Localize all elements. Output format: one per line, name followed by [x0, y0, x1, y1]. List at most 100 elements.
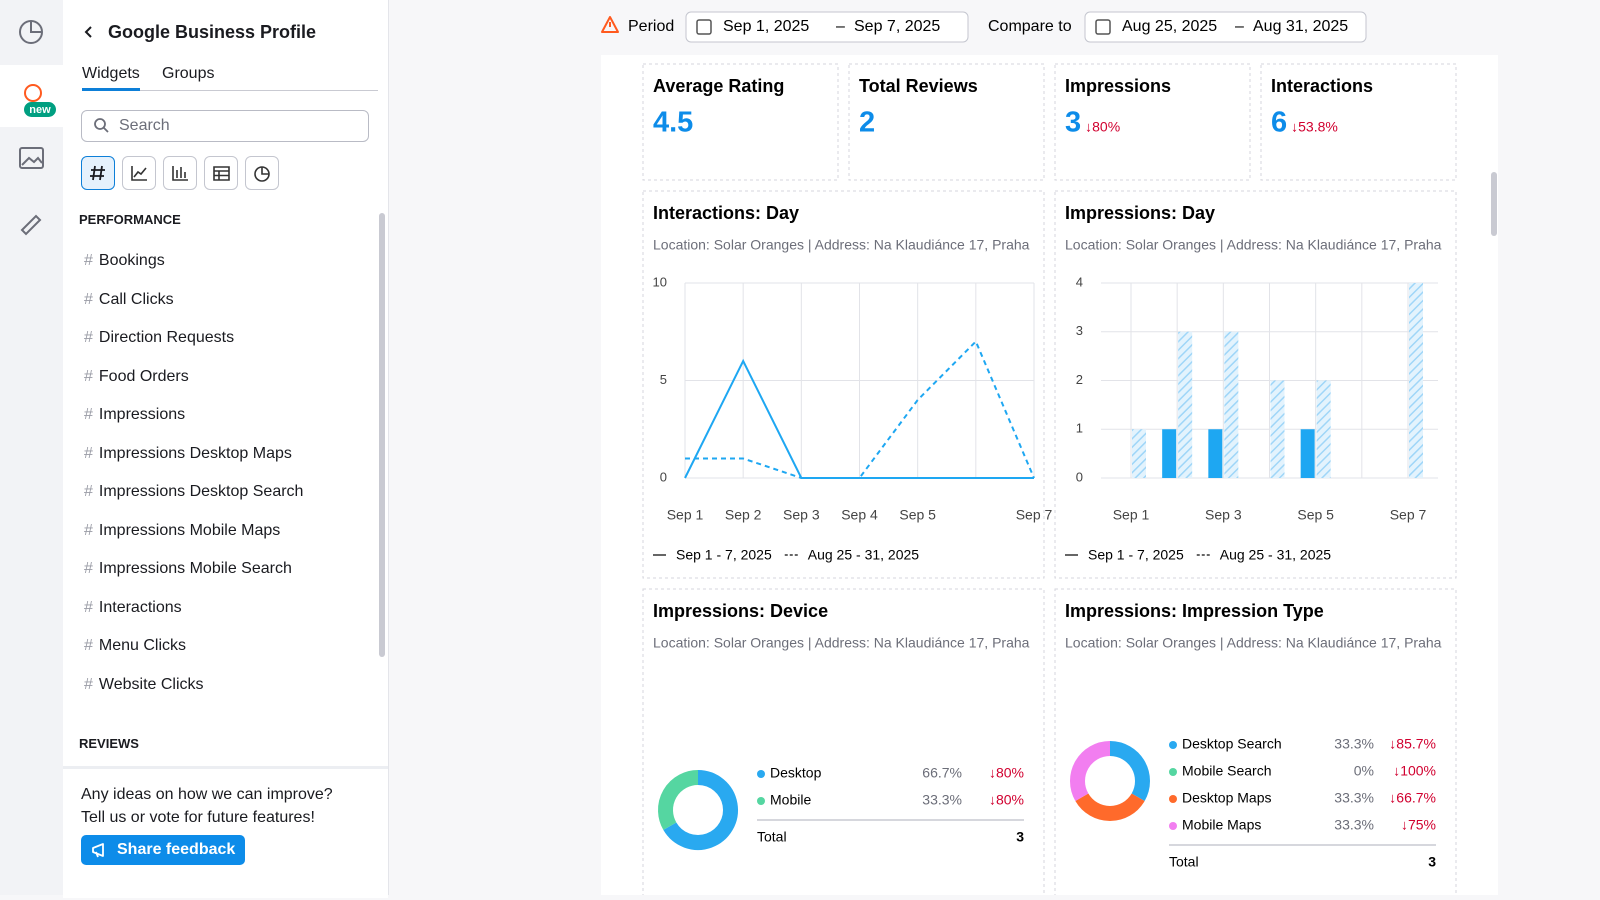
item-label: Impressions Mobile Maps: [98, 521, 281, 539]
period-to: Sep 7, 2025: [854, 18, 940, 35]
kpi-label: Interactions: [1271, 76, 1373, 96]
widget-item[interactable]: # Impressions Mobile Maps: [84, 522, 280, 540]
search-box[interactable]: Search: [81, 110, 369, 142]
card-frame: [1054, 63, 1251, 181]
item-icon: #: [84, 444, 93, 462]
legend-dot: [1169, 768, 1177, 776]
item-icon: #: [84, 521, 93, 539]
x-tick-label: Sep 5: [899, 507, 936, 523]
active-rail-item[interactable]: [0, 65, 63, 127]
bar: [1208, 429, 1223, 478]
type-bar-button[interactable]: [163, 156, 197, 190]
listing-icon: [24, 84, 42, 102]
tab[interactable]: Groups: [162, 65, 215, 82]
widget-item[interactable]: # Bookings: [84, 252, 165, 270]
back-arrow[interactable]: [83, 24, 95, 45]
widget-item[interactable]: # Impressions Desktop Search: [84, 483, 303, 501]
rail-icons: new: [0, 20, 63, 236]
bar: [1132, 429, 1146, 478]
change-label: ↓80%: [989, 765, 1024, 781]
legend-label: Desktop Search: [1182, 736, 1282, 752]
widget-item[interactable]: # Menu Clicks: [84, 637, 186, 655]
widget-item[interactable]: # Call Clicks: [84, 291, 174, 309]
widget-item[interactable]: # Impressions: [84, 406, 185, 424]
share-feedback-button[interactable]: Share feedback: [81, 835, 245, 865]
x-tick-label: Sep 3: [783, 507, 820, 523]
legend-label: Aug 25 - 31, 2025: [808, 547, 920, 563]
y-tick-label: 5: [660, 372, 667, 387]
widget-title: Impressions: Device: [653, 601, 828, 621]
total-value: 3: [1016, 829, 1024, 845]
compare-to: Aug 31, 2025: [1253, 18, 1348, 35]
icon: [172, 166, 188, 181]
widget-title: Interactions: Day: [653, 203, 799, 223]
compare-picker[interactable]: [1084, 11, 1367, 43]
icon: [131, 166, 147, 181]
legend-label: Mobile Maps: [1182, 817, 1261, 833]
kpi-value: 6: [1271, 107, 1287, 139]
image-icon[interactable]: [19, 147, 44, 169]
widget-frame: [642, 190, 1045, 579]
widget: Interactions: Day Location: Solar Oranges…: [642, 190, 1053, 579]
line-series: [685, 339, 1035, 479]
type-number-button[interactable]: [81, 156, 115, 190]
widget-item[interactable]: # Interactions: [84, 599, 182, 617]
calendar-icon: [1095, 19, 1111, 35]
widget-item[interactable]: # Website Clicks: [84, 676, 204, 694]
widget-frame: [1054, 190, 1457, 579]
calendar-icon: [696, 19, 712, 35]
type-line-button[interactable]: [122, 156, 156, 190]
sidebar-scrollbar[interactable]: [379, 213, 385, 657]
tab[interactable]: Widgets: [82, 65, 140, 82]
widget-item[interactable]: # Food Orders: [84, 368, 189, 386]
card-frame: [642, 63, 839, 181]
type-pie-button[interactable]: [245, 156, 279, 190]
change-label: ↓66.7%: [1389, 790, 1436, 806]
change-label: ↓85.7%: [1389, 736, 1436, 752]
period-picker[interactable]: [685, 11, 969, 43]
kpi-value: 2: [859, 107, 875, 139]
kpi-value: 4.5: [653, 107, 693, 139]
section-heading: PERFORMANCE: [79, 212, 181, 227]
item-icon: #: [84, 483, 93, 500]
y-tick-label: 0: [1076, 469, 1083, 484]
change-label: ↓100%: [1393, 763, 1436, 779]
share-label: 33.3%: [1334, 736, 1374, 752]
widget: Impressions: Impression Type Location: So…: [1054, 588, 1457, 895]
item-icon: #: [84, 598, 93, 616]
bar: [1316, 380, 1331, 478]
search-icon: [94, 118, 109, 133]
legend-label: Aug 25 - 31, 2025: [1220, 547, 1332, 563]
compare-from: Aug 25, 2025: [1122, 18, 1217, 35]
widget-item[interactable]: # Impressions Desktop Maps: [84, 445, 292, 463]
widget: Impressions: Day Location: Solar Oranges …: [1054, 190, 1457, 579]
kpi-card: Impressions 3 ↓80%: [1054, 63, 1251, 181]
kpi-value: 3: [1065, 107, 1081, 139]
total-label: Total: [757, 829, 787, 845]
bar: [1178, 331, 1193, 478]
button-label: Share feedback: [117, 841, 236, 858]
legend-dot: [757, 770, 765, 778]
widget-item[interactable]: # Impressions Mobile Search: [84, 560, 292, 578]
scrollbar[interactable]: [1491, 172, 1497, 236]
sidebar-title: Google Business Profile: [108, 22, 317, 42]
total-label: Total: [1169, 854, 1199, 870]
item-icon: #: [84, 406, 93, 423]
widget-subtitle: Location: Solar Oranges | Address: Na Kl…: [653, 237, 1030, 253]
type-table-button[interactable]: [204, 156, 238, 190]
y-tick-label: 4: [1076, 274, 1083, 289]
donut-segment: [1070, 741, 1111, 801]
widget-item[interactable]: # Direction Requests: [84, 329, 234, 347]
bar: [1300, 429, 1315, 478]
y-tick-label: 0: [660, 469, 667, 484]
bar: [1224, 331, 1239, 478]
search-placeholder: Search: [119, 117, 170, 134]
line-series: [684, 358, 1034, 479]
change-label: ↓75%: [1401, 817, 1436, 833]
legend-label: Mobile: [770, 792, 811, 808]
item-label: Menu Clicks: [98, 637, 187, 654]
image-icon: [21, 156, 43, 166]
item-icon: #: [84, 290, 93, 308]
period-label: Period: [628, 18, 674, 35]
ai-icon[interactable]: [20, 214, 42, 236]
